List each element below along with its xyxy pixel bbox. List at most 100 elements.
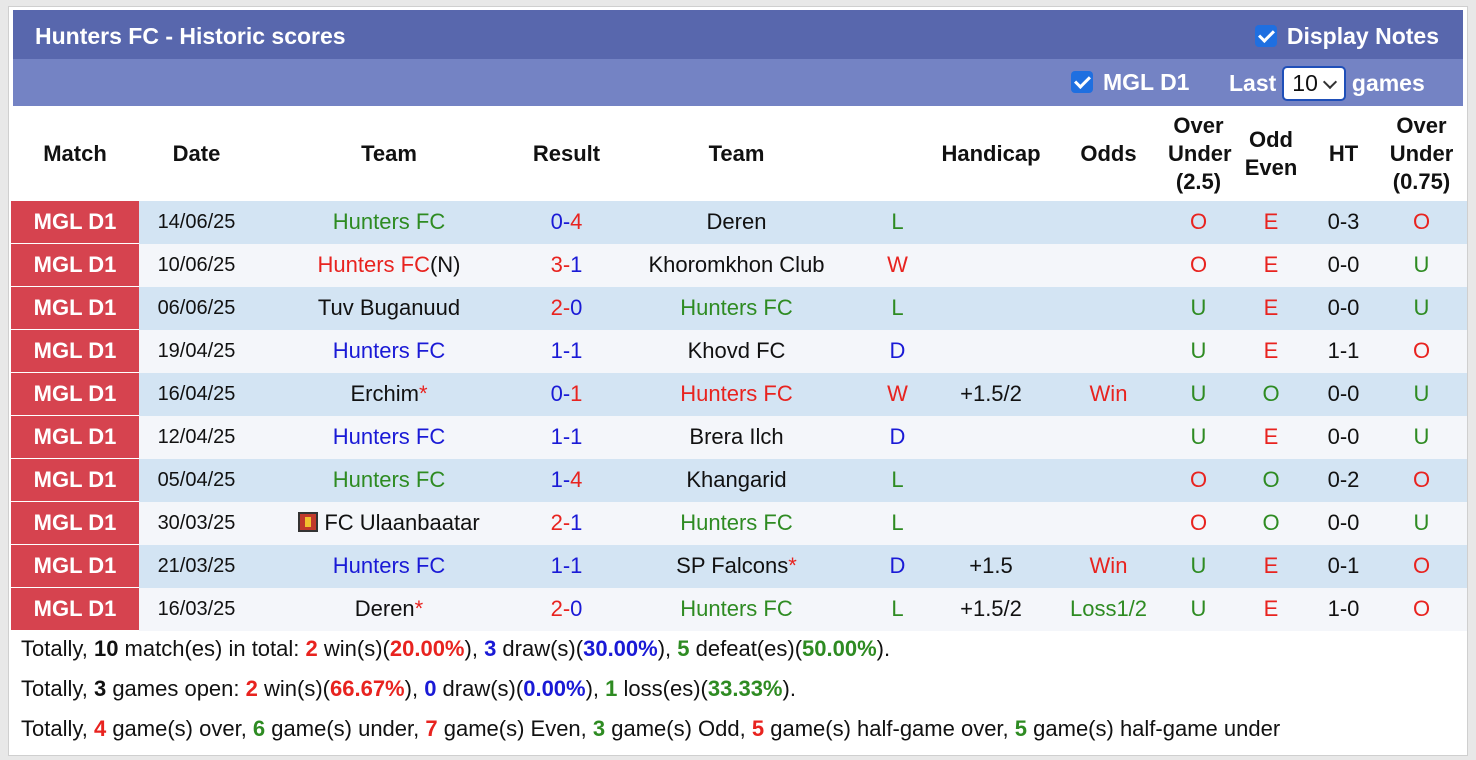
home-team: Deren	[354, 596, 415, 621]
column-header: Team	[708, 140, 765, 166]
checkbox[interactable]	[1071, 71, 1093, 93]
column-header: Result	[532, 140, 601, 166]
summary-text: 66.67%	[330, 676, 405, 701]
over-under: O	[1189, 510, 1208, 535]
league-label[interactable]: MGL D1	[1103, 69, 1190, 95]
odd-even: E	[1263, 338, 1279, 363]
handicap: +1.5/2	[960, 596, 1022, 621]
odds	[1051, 416, 1166, 459]
summary-text: 50.00%	[802, 636, 877, 661]
column-header: Handicap	[941, 140, 1041, 166]
away-team-cell: Hunters FC	[609, 373, 864, 416]
summary-text: win(s)(	[317, 636, 390, 661]
column-header: Date	[172, 140, 221, 166]
column-header: Odds	[1080, 140, 1137, 166]
summary-text: games open:	[106, 676, 246, 701]
summary-line: Totally, 10 match(es) in total: 2 win(s)…	[21, 629, 1280, 669]
summary-text: ).	[782, 676, 796, 701]
league: MGL D1	[11, 415, 139, 459]
over-under-ht: U	[1413, 295, 1430, 320]
over-under: U	[1190, 381, 1207, 406]
home-team: Hunters FC	[332, 209, 446, 235]
date: 16/04/25	[157, 382, 236, 405]
over-under: U	[1190, 596, 1207, 621]
match-row: MGL D1 16/03/25 Deren* 2-0 Hunters FC L +1.5/2…	[11, 587, 1467, 631]
summary-text: 10	[93, 636, 119, 661]
league: MGL D1	[11, 544, 139, 588]
summary-text: 2	[245, 676, 258, 701]
outcome: D	[889, 338, 906, 363]
summary-text: 20.00%	[389, 636, 465, 661]
result: 2-0	[524, 588, 609, 631]
home-team: Tuv Buganuud	[317, 295, 461, 320]
result: 3-1	[524, 244, 609, 287]
summary-text: draw(s)(	[436, 676, 524, 701]
over-under-ht: O	[1412, 553, 1431, 578]
display-notes-label[interactable]: Display Notes	[1286, 23, 1439, 49]
summary-text: Totally,	[21, 676, 94, 701]
scores-widget: Hunters FC - Historic scores Display Not…	[8, 6, 1468, 756]
over-under: U	[1190, 424, 1207, 449]
over-under-ht: U	[1413, 252, 1430, 277]
away-team-cell: SP Falcons*	[609, 545, 864, 588]
away-team: Hunters FC	[680, 295, 793, 320]
score: 0-4	[550, 209, 583, 235]
team-flag	[298, 512, 319, 532]
match-row: MGL D1 12/04/25 Hunters FC 1-1 Brera Ilch D U E…	[11, 415, 1467, 459]
column-header: Over Under (0.75)	[1389, 112, 1454, 194]
team-note: *	[788, 553, 797, 578]
half-time: 0-1	[1327, 553, 1360, 578]
scores-table: Match Date Team Result Team Handicap Odds Over …	[11, 106, 1467, 631]
summary-text: 4	[93, 716, 107, 741]
league: MGL D1	[11, 458, 139, 502]
date: 21/03/25	[157, 554, 236, 577]
summary-text: 3	[484, 636, 497, 661]
summary-text: ),	[464, 636, 485, 661]
odds: Win	[1089, 381, 1128, 406]
away-team: Deren	[706, 209, 767, 235]
away-team: Hunters FC	[680, 381, 793, 406]
outcome: L	[891, 467, 904, 492]
outcome: L	[891, 295, 904, 320]
outcome: D	[889, 553, 906, 578]
result: 1-1	[524, 416, 609, 459]
summary-text: win(s)(	[257, 676, 330, 701]
away-team-cell: Deren	[609, 201, 864, 244]
score: 2-0	[550, 295, 583, 320]
match-row: MGL D1 30/03/25 FC Ulaanbaatar 2-1 Hunters F…	[11, 501, 1467, 545]
score: 1-1	[550, 338, 583, 363]
summary-text: 0.00%	[523, 676, 586, 701]
summary-text: Totally,	[21, 716, 94, 741]
date: 30/03/25	[157, 511, 236, 534]
away-team: Khoromkhon Club	[648, 252, 825, 277]
summary-text: game(s) half-game over,	[764, 716, 1015, 741]
filter-bar: MGL D1 Last 10 games	[13, 59, 1463, 106]
summary-text: 2	[305, 636, 318, 661]
summary-text: game(s) Even,	[437, 716, 593, 741]
summary-text: game(s) Odd,	[605, 716, 752, 741]
score: 1-1	[550, 553, 583, 578]
display-notes[interactable]: Display Notes	[1254, 23, 1439, 50]
outcome: D	[889, 424, 906, 449]
half-time: 1-0	[1327, 596, 1360, 621]
summary-text: 5	[751, 716, 765, 741]
title-bar: Hunters FC - Historic scores Display Not…	[13, 10, 1463, 59]
away-team-cell: Brera Ilch	[609, 416, 864, 459]
summary-text: 5	[677, 636, 690, 661]
checkbox[interactable]	[1254, 25, 1277, 47]
odds: Loss1/2	[1069, 596, 1148, 621]
title: Hunters FC - Historic scores	[35, 23, 346, 49]
home-team: Hunters FC	[332, 338, 446, 363]
league-filter[interactable]: MGL D1	[1071, 69, 1189, 96]
odds	[1051, 287, 1166, 330]
half-time: 0-0	[1327, 510, 1360, 535]
home-team-cell: Hunters FC	[254, 330, 524, 373]
team-note: *	[418, 381, 428, 406]
games-select[interactable]: 10	[1282, 66, 1346, 101]
score: 2-0	[550, 596, 583, 621]
summary-text: ),	[657, 636, 678, 661]
away-team: Hunters FC	[680, 510, 793, 535]
date: 06/06/25	[157, 296, 236, 319]
away-team: Brera Ilch	[689, 424, 784, 449]
summary-text: ),	[585, 676, 606, 701]
